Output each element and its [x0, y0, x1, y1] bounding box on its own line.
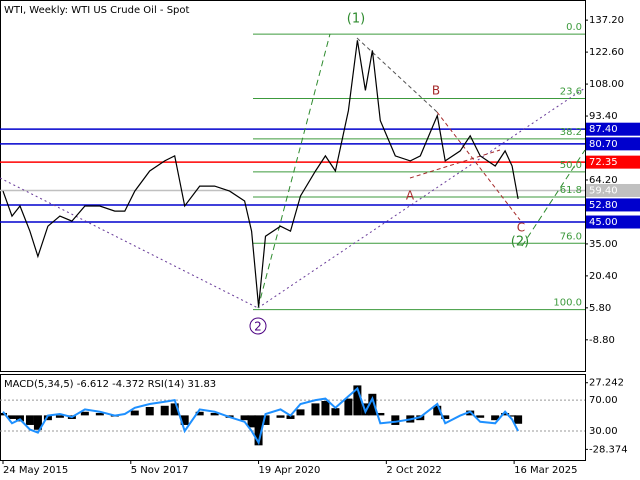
y-tick-label: 5.80: [589, 303, 611, 314]
macd-bar: [7, 415, 16, 419]
level-tag: [586, 155, 640, 169]
macd-bar: [170, 403, 179, 416]
macd-bar: [95, 412, 104, 416]
y-tick-label: 137.20: [589, 15, 624, 26]
macd-bar: [195, 411, 204, 416]
y-tick-label: 20.40: [589, 271, 618, 282]
level-tag: [586, 137, 640, 151]
y2-tick-label: 70.00: [589, 395, 618, 406]
macd-bar: [368, 393, 377, 416]
x-tick-label: 24 May 2015: [3, 465, 68, 476]
macd-bar: [130, 410, 139, 416]
y-tick-label: 35.00: [589, 239, 618, 250]
level-label: 45.00: [589, 217, 618, 228]
macd-bar: [353, 385, 362, 416]
macd-bar: [55, 415, 64, 418]
macd-bar: [508, 415, 517, 417]
macd-bar: [296, 409, 305, 416]
macd-bar: [80, 411, 89, 416]
macd-bar: [331, 408, 340, 416]
level-label: 87.40: [589, 124, 618, 135]
x-tick-label: 2 Oct 2022: [386, 465, 441, 476]
y-tick-label: -8.80: [589, 335, 615, 346]
level-label: 59.40: [589, 185, 618, 196]
y-tick-label: 64.20: [589, 175, 618, 186]
fib-label: 100.0: [553, 298, 582, 309]
wave-line: [436, 111, 521, 221]
fib-label: 76.0: [560, 231, 582, 242]
macd-bar: [180, 415, 189, 425]
wave-line: [409, 149, 501, 179]
level-tag: [586, 215, 640, 229]
level-tag: [586, 183, 640, 197]
macd-bar: [344, 398, 353, 416]
macd-bar: [476, 415, 485, 418]
y-tick-label: 108.00: [589, 79, 624, 90]
level-label: 80.70: [589, 139, 618, 150]
channel-line: [257, 87, 586, 309]
x-tick-label: 19 Apr 2020: [259, 465, 321, 476]
macd-bar: [210, 412, 219, 416]
macd-bar: [25, 415, 34, 425]
macd-bar: [0, 412, 7, 416]
x-tick-label: 5 Nov 2017: [131, 465, 189, 476]
level-label: 72.35: [589, 157, 618, 168]
wave-label: A: [406, 189, 415, 203]
y-tick-label: 122.60: [589, 47, 624, 58]
macd-bar: [491, 415, 500, 421]
wave-label: B: [432, 84, 440, 98]
wave-line: [521, 149, 586, 247]
macd-bar: [321, 400, 330, 416]
macd-bar: [501, 412, 510, 416]
macd-bar: [254, 415, 263, 446]
price-line: [2, 40, 519, 307]
level-tag: [586, 122, 640, 136]
macd-bar: [145, 406, 154, 416]
macd-bar: [33, 415, 42, 430]
macd-bar: [240, 415, 249, 421]
fib-label: 23.6: [560, 87, 582, 98]
macd-bar: [261, 415, 270, 425]
fib-label: 61.8: [560, 185, 582, 196]
fib-label: 38.2: [560, 127, 582, 138]
wave-line: [257, 33, 331, 309]
level-label: 52.80: [589, 200, 618, 211]
macd-bar: [311, 403, 320, 416]
indicator-title: MACD(5,34,5) -6.612 -4.372 RSI(14) 31.83: [4, 379, 216, 390]
wave-label: 2: [254, 320, 262, 334]
indicator-frame: [0, 374, 586, 461]
macd-bar: [514, 415, 523, 424]
main-frame: [0, 0, 586, 372]
wave-lines: [0, 33, 586, 335]
wave-circle: [249, 317, 267, 335]
wave-label: (2): [511, 235, 529, 250]
y-tick-label: -28.374: [589, 444, 628, 455]
macd-bar: [391, 415, 400, 425]
rsi-line: [2, 386, 519, 446]
macd-bar: [160, 405, 169, 416]
macd-bar: [43, 415, 52, 421]
chart-title: WTI, Weekly: WTI US Crude Oil - Spot: [4, 5, 190, 16]
wave-line: [356, 37, 438, 113]
macd-bar: [276, 415, 285, 418]
wave-label: (1): [347, 12, 365, 27]
macd-bar: [441, 415, 450, 419]
macd-bar: [247, 415, 256, 428]
y-tick-label: 93.40: [589, 111, 618, 122]
y2-tick-label: 30.00: [589, 426, 618, 437]
fib-label: 50.0: [560, 160, 582, 171]
macd-bar: [376, 412, 385, 416]
macd-bar: [286, 415, 295, 419]
y-tick-label: 27.242: [589, 378, 624, 389]
x-tick-label: 16 Mar 2025: [514, 465, 577, 476]
level-tag: [586, 198, 640, 212]
macd-bar: [433, 405, 442, 416]
wave-label: C: [517, 221, 525, 235]
channel-line: [0, 177, 259, 309]
fib-label: 0.0: [566, 22, 582, 33]
